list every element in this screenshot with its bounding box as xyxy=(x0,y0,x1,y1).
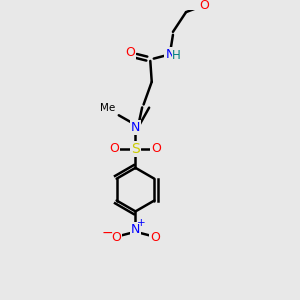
Text: N: N xyxy=(165,48,175,61)
Text: +: + xyxy=(137,218,146,228)
Text: O: O xyxy=(199,0,209,12)
Text: O: O xyxy=(152,142,161,155)
Text: O: O xyxy=(111,231,121,244)
Text: O: O xyxy=(110,142,119,155)
Text: O: O xyxy=(150,231,160,244)
Text: Me: Me xyxy=(100,103,115,113)
Text: N: N xyxy=(131,121,140,134)
Text: S: S xyxy=(131,142,140,156)
Text: N: N xyxy=(131,223,140,236)
Text: H: H xyxy=(172,49,181,62)
Text: O: O xyxy=(125,46,135,59)
Text: −: − xyxy=(102,226,113,240)
